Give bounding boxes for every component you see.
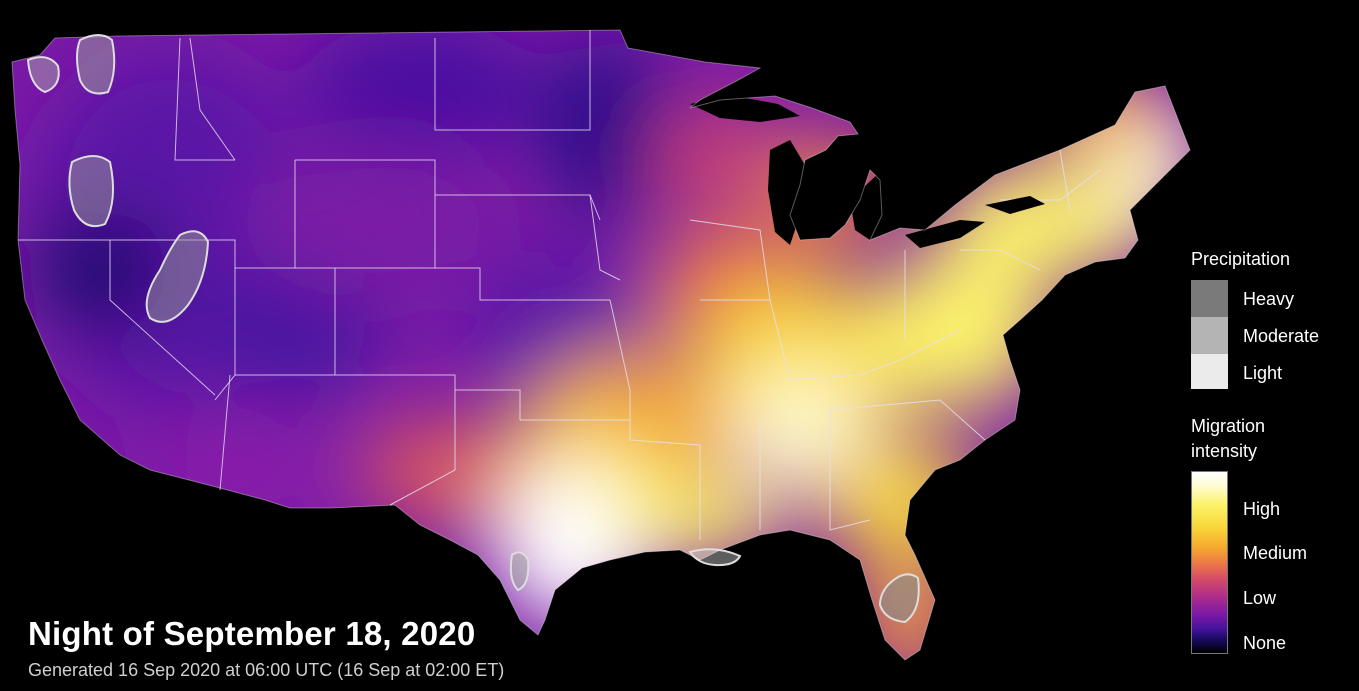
map-title: Night of September 18, 2020	[28, 615, 476, 652]
state-borders	[18, 30, 1101, 540]
precipitation-label-heavy: Heavy	[1243, 289, 1295, 309]
precipitation-swatch-moderate	[1191, 317, 1228, 354]
migration-label-high: High	[1243, 499, 1281, 519]
migration-legend-title-line2: intensity	[1191, 441, 1258, 461]
migration-label-low: Low	[1243, 588, 1277, 608]
precipitation-area	[68, 155, 114, 228]
precipitation-area	[145, 230, 210, 323]
precipitation-label-light: Light	[1243, 363, 1283, 383]
precipitation-area	[509, 551, 530, 592]
precipitation-label-moderate: Moderate	[1243, 326, 1320, 346]
precipitation-area	[26, 56, 60, 94]
precipitation-swatch-heavy	[1191, 280, 1228, 317]
precipitation-area	[688, 548, 742, 567]
migration-label-none: None	[1243, 633, 1287, 653]
map-subtitle: Generated 16 Sep 2020 at 06:00 UTC (16 S…	[28, 660, 505, 680]
precipitation-layer	[26, 34, 920, 624]
migration-legend-title-line1: Migration	[1191, 416, 1266, 436]
precipitation-swatch-light	[1191, 354, 1228, 389]
great-lakes	[690, 96, 1045, 248]
migration-label-medium: Medium	[1243, 543, 1308, 563]
precipitation-area	[878, 573, 920, 624]
migration-color-ramp	[1191, 471, 1228, 654]
precipitation-legend-title: Precipitation	[1191, 249, 1291, 269]
precipitation-area	[76, 34, 116, 95]
